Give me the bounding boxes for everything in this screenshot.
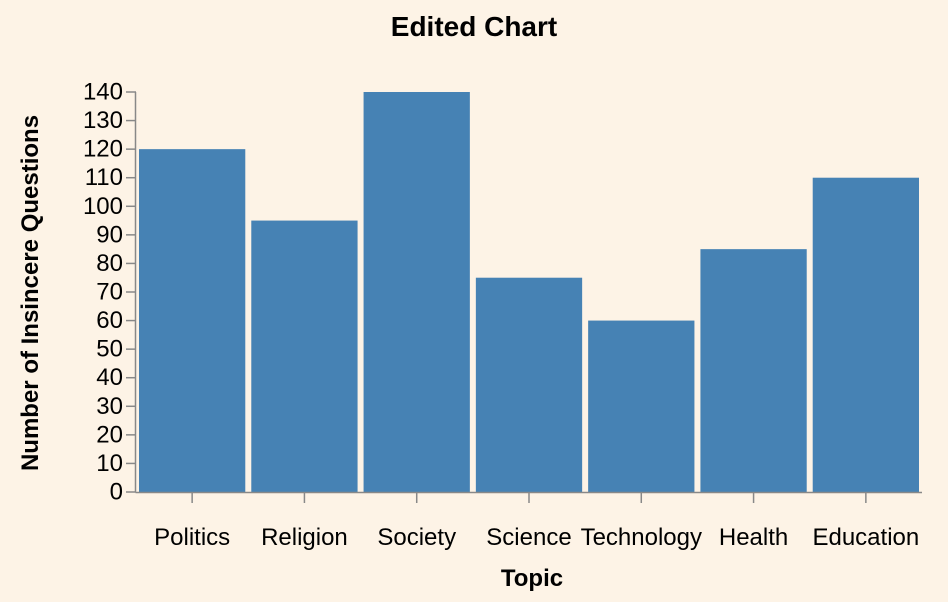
bar-science <box>475 277 583 492</box>
x-axis-title: Topic <box>501 565 563 592</box>
x-axis: Politics Religion Society Science Technology… <box>135 491 922 551</box>
y-tick-label-120: 120 <box>83 136 123 163</box>
x-tick-label-religion: Religion <box>261 524 348 551</box>
bar-education <box>812 177 919 492</box>
y-tick-label-50: 50 <box>96 336 123 363</box>
x-tick-label-education: Education <box>812 524 919 551</box>
x-tick-label-health: Health <box>719 524 788 551</box>
x-tick-label-politics: Politics <box>154 524 230 551</box>
bar-politics <box>139 149 246 492</box>
y-tick-label-10: 10 <box>96 450 123 477</box>
y-tick-label-40: 40 <box>96 364 123 391</box>
x-tick-label-science: Science <box>486 524 571 551</box>
y-tick-label-70: 70 <box>96 279 123 306</box>
bar-health <box>700 249 807 492</box>
bar-technology <box>588 320 695 492</box>
bar-religion <box>251 220 358 493</box>
y-tick-label-90: 90 <box>96 221 123 248</box>
chart-title: Edited Chart <box>391 11 557 42</box>
y-tick-label-100: 100 <box>83 193 123 220</box>
y-tick-label-20: 20 <box>96 421 123 448</box>
y-tick-label-30: 30 <box>96 393 123 420</box>
y-tick-label-110: 110 <box>85 164 123 191</box>
x-tick-label-technology: Technology <box>581 524 702 551</box>
bar-society <box>363 92 470 492</box>
y-axis-title: Number of Insincere Questions <box>17 115 44 471</box>
y-tick-label-0: 0 <box>110 479 123 506</box>
bars-group <box>139 92 919 493</box>
y-tick-label-140: 140 <box>83 79 123 106</box>
y-tick-label-130: 130 <box>83 107 123 134</box>
x-tick-label-society: Society <box>377 524 456 551</box>
y-tick-label-60: 60 <box>96 307 123 334</box>
y-tick-label-80: 80 <box>96 250 123 277</box>
